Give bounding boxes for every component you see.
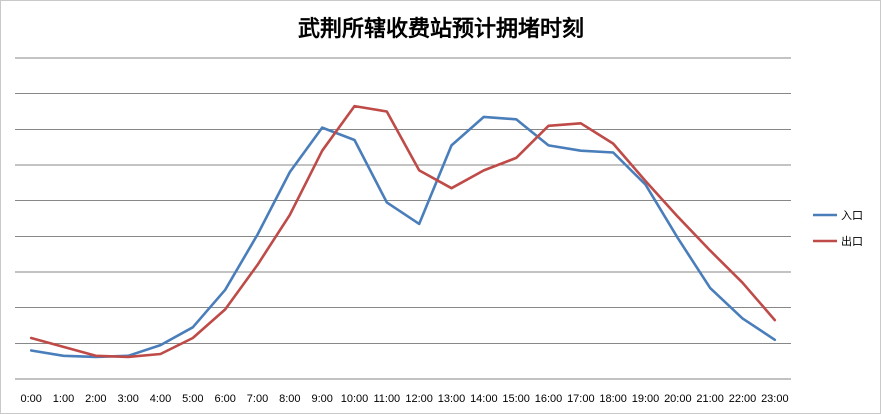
legend-label-1: 入口 — [841, 209, 863, 222]
x-tick-label: 3:00 — [117, 393, 138, 405]
x-tick-label: 17:00 — [567, 393, 595, 405]
gridlines — [15, 57, 791, 380]
x-tick-label: 18:00 — [599, 393, 627, 405]
x-tick-label: 14:00 — [470, 393, 498, 405]
x-tick-label: 12:00 — [405, 393, 433, 405]
x-tick-label: 1:00 — [53, 393, 74, 405]
x-tick-label: 2:00 — [85, 393, 106, 405]
x-tick-label: 9:00 — [311, 393, 332, 405]
series-line-1 — [29, 115, 777, 359]
x-axis: 0:00 1:00 2:00 3:00 4:00 5:00 6:00 7:00 8:00 9:00… — [20, 393, 788, 405]
x-tick-label: 21:00 — [696, 393, 724, 405]
x-tick-label: 0:00 — [20, 393, 41, 405]
x-tick-label: 15:00 — [502, 393, 530, 405]
x-tick-label: 20:00 — [664, 393, 692, 405]
x-tick-label: 13:00 — [438, 393, 466, 405]
x-tick-label: 16:00 — [535, 393, 563, 405]
x-tick-label: 23:00 — [761, 393, 789, 405]
chart-title: 武荆所辖收费站预计拥堵时刻 — [298, 16, 584, 42]
x-tick-label: 22:00 — [729, 393, 757, 405]
x-tick-label: 5:00 — [182, 393, 203, 405]
x-tick-label: 7:00 — [247, 393, 268, 405]
x-tick-label: 10:00 — [341, 393, 369, 405]
series-lines — [29, 104, 777, 359]
legend-label-2: 出口 — [841, 234, 863, 248]
series-line-2 — [29, 104, 777, 359]
x-tick-label: 4:00 — [150, 393, 171, 405]
x-tick-label: 6:00 — [214, 393, 235, 405]
x-tick-label: 19:00 — [632, 393, 660, 405]
x-tick-label: 11:00 — [373, 393, 400, 405]
x-tick-label: 8:00 — [279, 393, 300, 405]
